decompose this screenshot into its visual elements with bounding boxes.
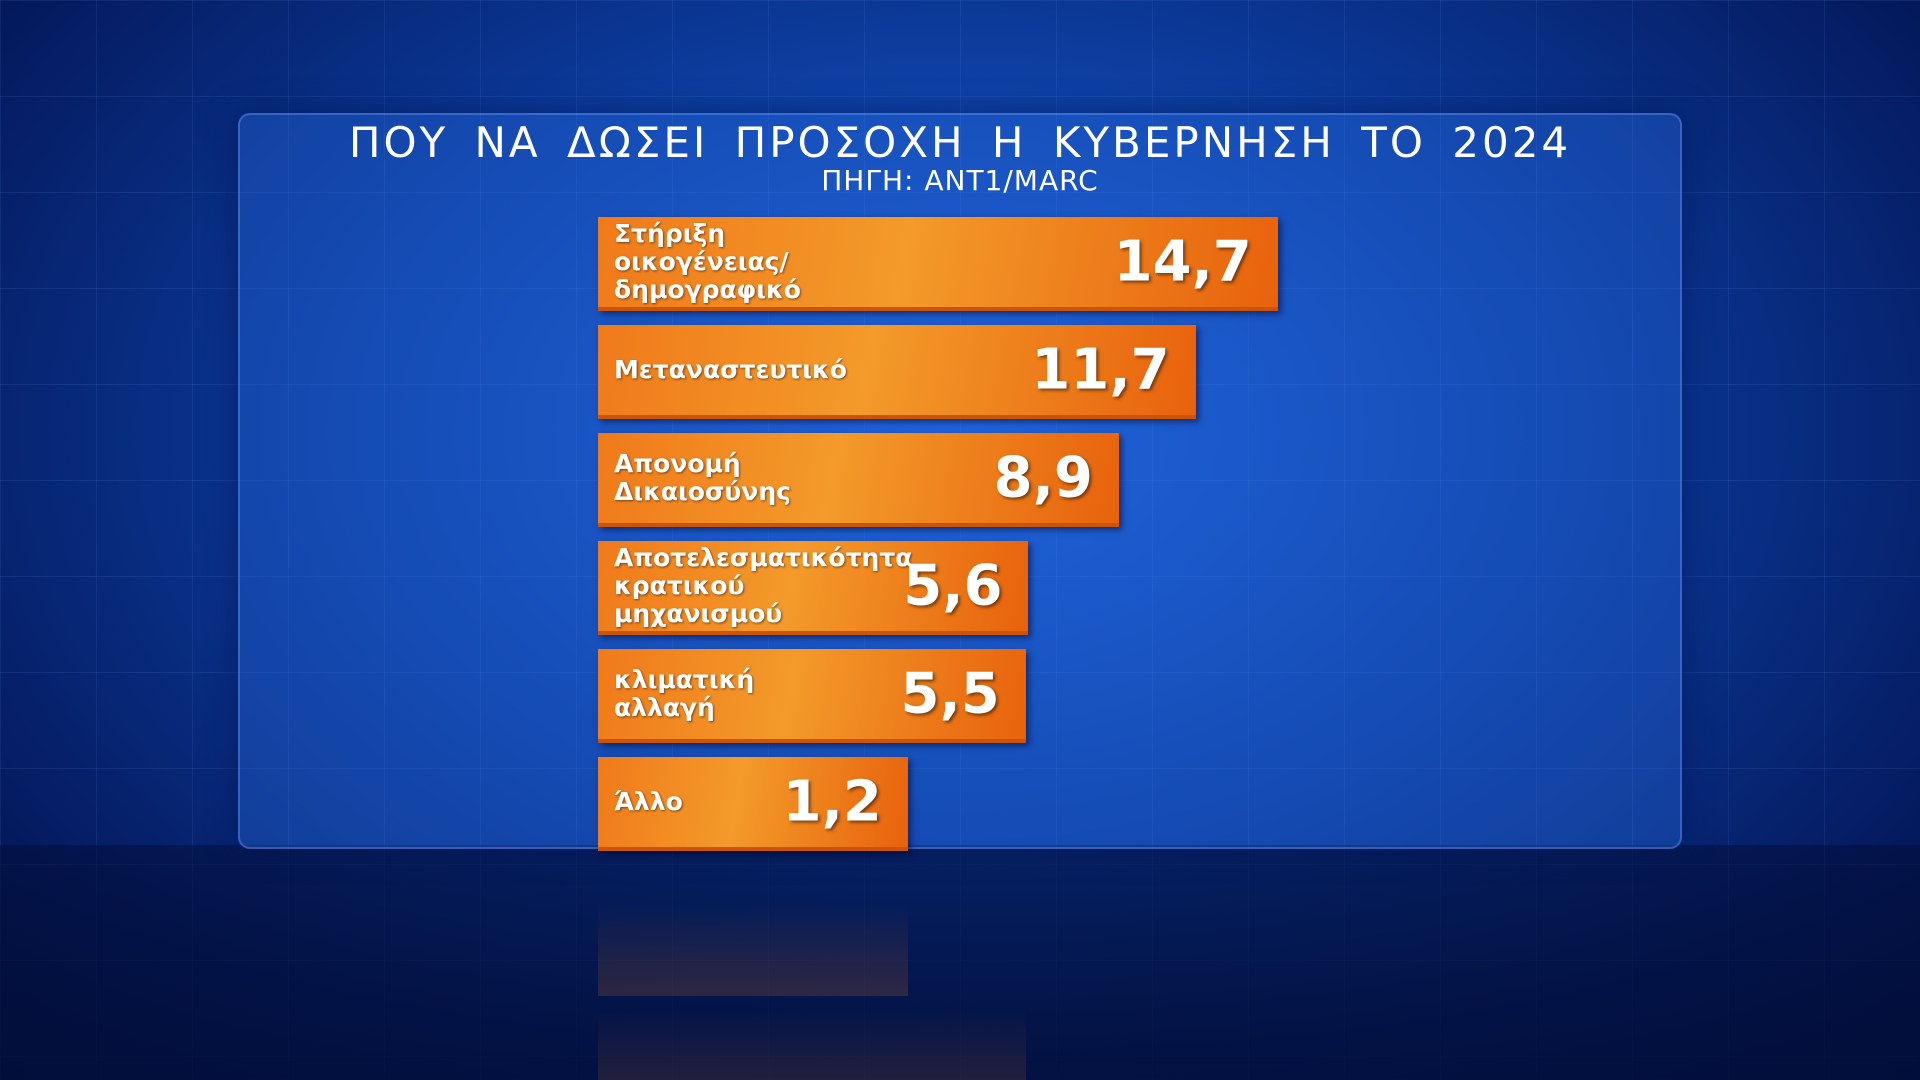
category-label: Μεταναστευτικό <box>614 355 847 384</box>
category-label: Αποτελεσματικότητα κρατικού μηχανισμού <box>614 543 913 628</box>
category-label: Απονομή Δικαιοσύνης <box>614 449 791 506</box>
bar: Μεταναστευτικό 11,7 <box>598 325 1196 419</box>
category-label: Στήριξη οικογένειας/ δημογραφικό <box>614 219 801 304</box>
bar: Απονομή Δικαιοσύνης 8,9 <box>598 433 1119 527</box>
chart-title: ΠΟΥ ΝΑ ΔΩΣΕΙ ΠΡΟΣΟΧΗ Η ΚΥΒΕΡΝΗΣΗ ΤΟ 2024 <box>348 118 1572 167</box>
value-label: 5,5 <box>900 661 1000 727</box>
value-label: 11,7 <box>1031 337 1170 403</box>
value-label: 5,6 <box>903 553 1003 619</box>
bar: Στήριξη οικογένειας/ δημογραφικό 14,7 <box>598 217 1278 311</box>
category-label: Άλλο <box>614 787 683 816</box>
value-label: 14,7 <box>1113 229 1252 295</box>
value-label: 8,9 <box>993 445 1093 511</box>
value-label: 1,2 <box>782 769 882 835</box>
reflection <box>598 902 908 996</box>
bar: Αποτελεσματικότητα κρατικού μηχανισμού 5,… <box>598 541 1029 635</box>
chart-subtitle: ΠΗΓΗ: ANT1/MARC <box>821 164 1099 197</box>
reflection <box>598 1010 1026 1080</box>
bar: κλιματική αλλαγή 5,5 <box>598 649 1026 743</box>
bar: Άλλο 1,2 <box>598 757 908 851</box>
floor <box>0 845 1920 1080</box>
category-label: κλιματική αλλαγή <box>614 665 755 722</box>
